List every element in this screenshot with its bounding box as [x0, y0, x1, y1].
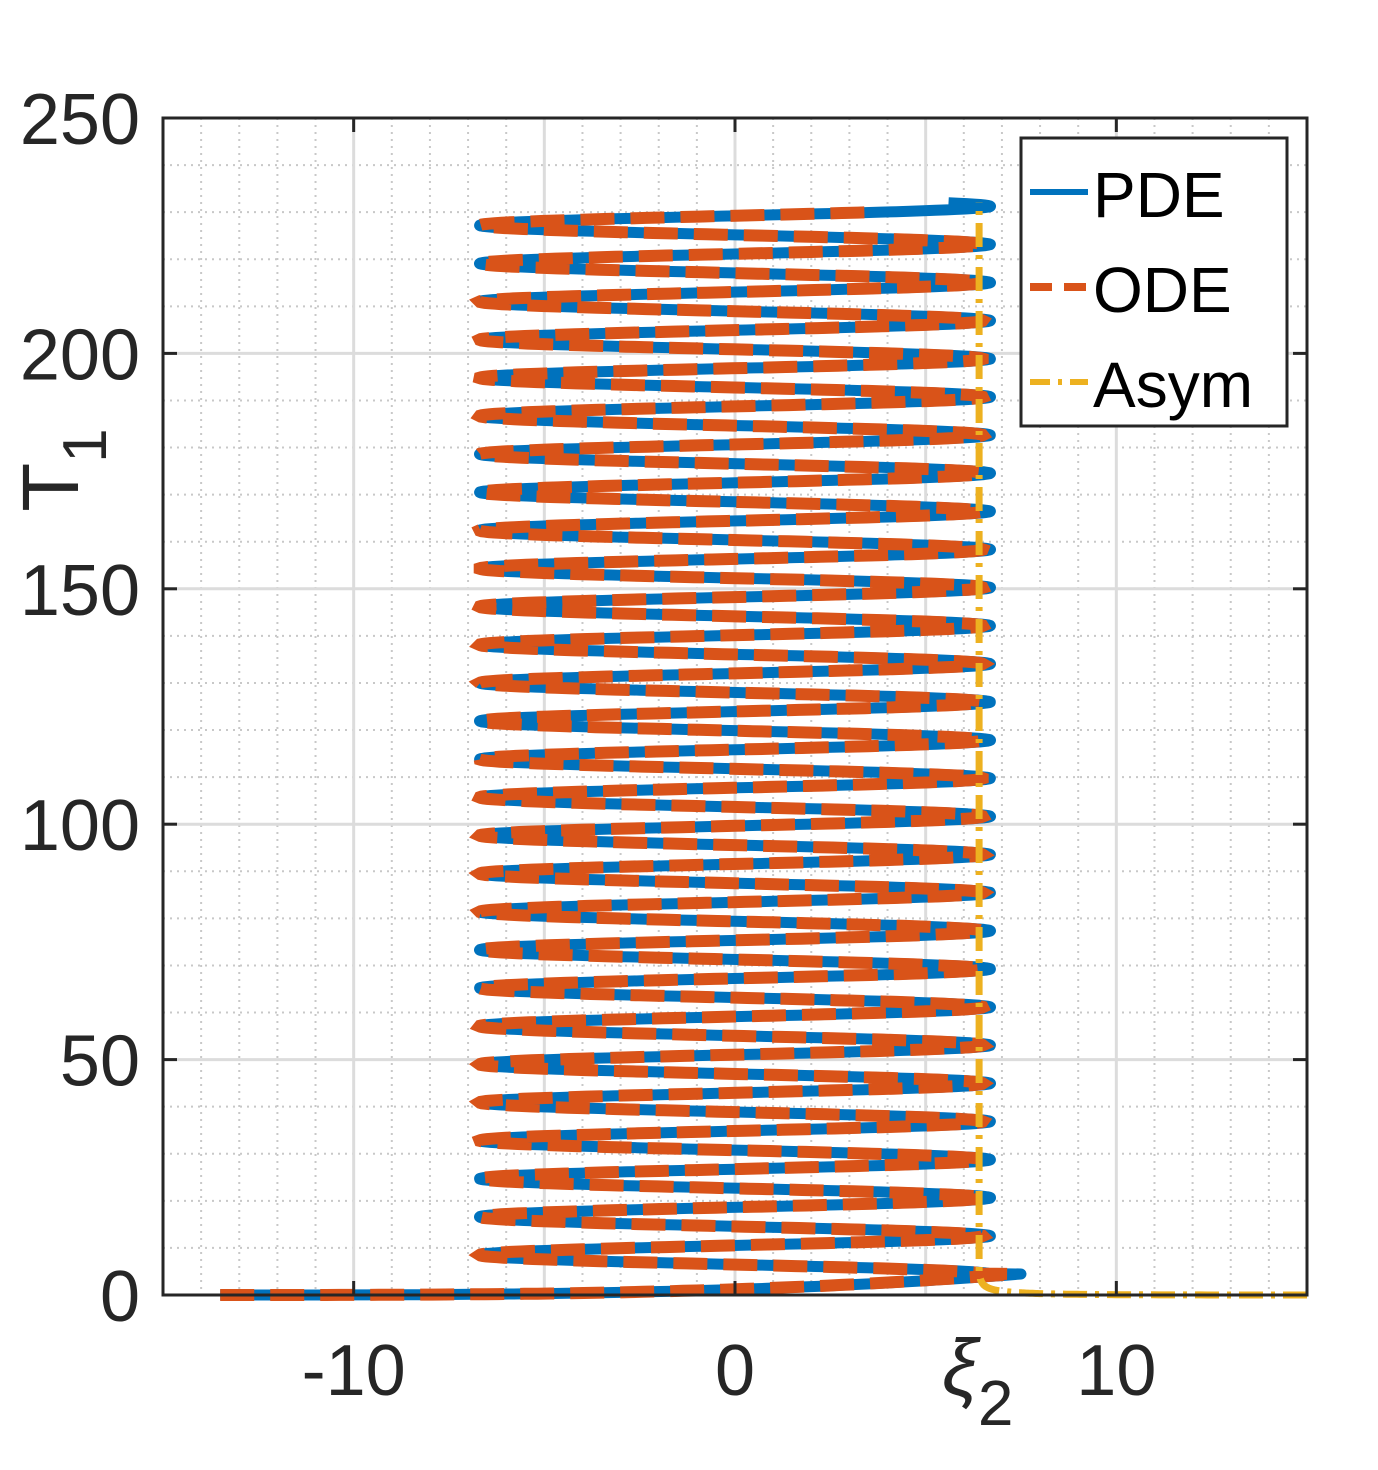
y-tick-label: 200: [20, 315, 140, 395]
y-tick-label: 250: [20, 80, 140, 160]
xi2-annotation-main: ξ: [942, 1323, 981, 1412]
y-tick-label: 100: [20, 786, 140, 866]
legend-label-pde: PDE: [1093, 159, 1225, 231]
x-tick-label: 0: [715, 1331, 755, 1411]
y-axis-label-main: T: [6, 463, 95, 512]
legend: PDE ODE Asym: [1021, 138, 1287, 426]
legend-label-ode: ODE: [1093, 254, 1232, 326]
x-tick-label: 10: [1076, 1331, 1156, 1411]
y-tick-label: 150: [20, 551, 140, 631]
y-tick-label: 0: [100, 1257, 140, 1337]
y-axis-label-subscript: 1: [51, 428, 120, 462]
x-tick-label: -10: [302, 1331, 406, 1411]
y-tick-label: 50: [60, 1022, 140, 1102]
xi2-annotation-subscript: 2: [978, 1367, 1014, 1439]
legend-label-asym: Asym: [1093, 349, 1253, 421]
